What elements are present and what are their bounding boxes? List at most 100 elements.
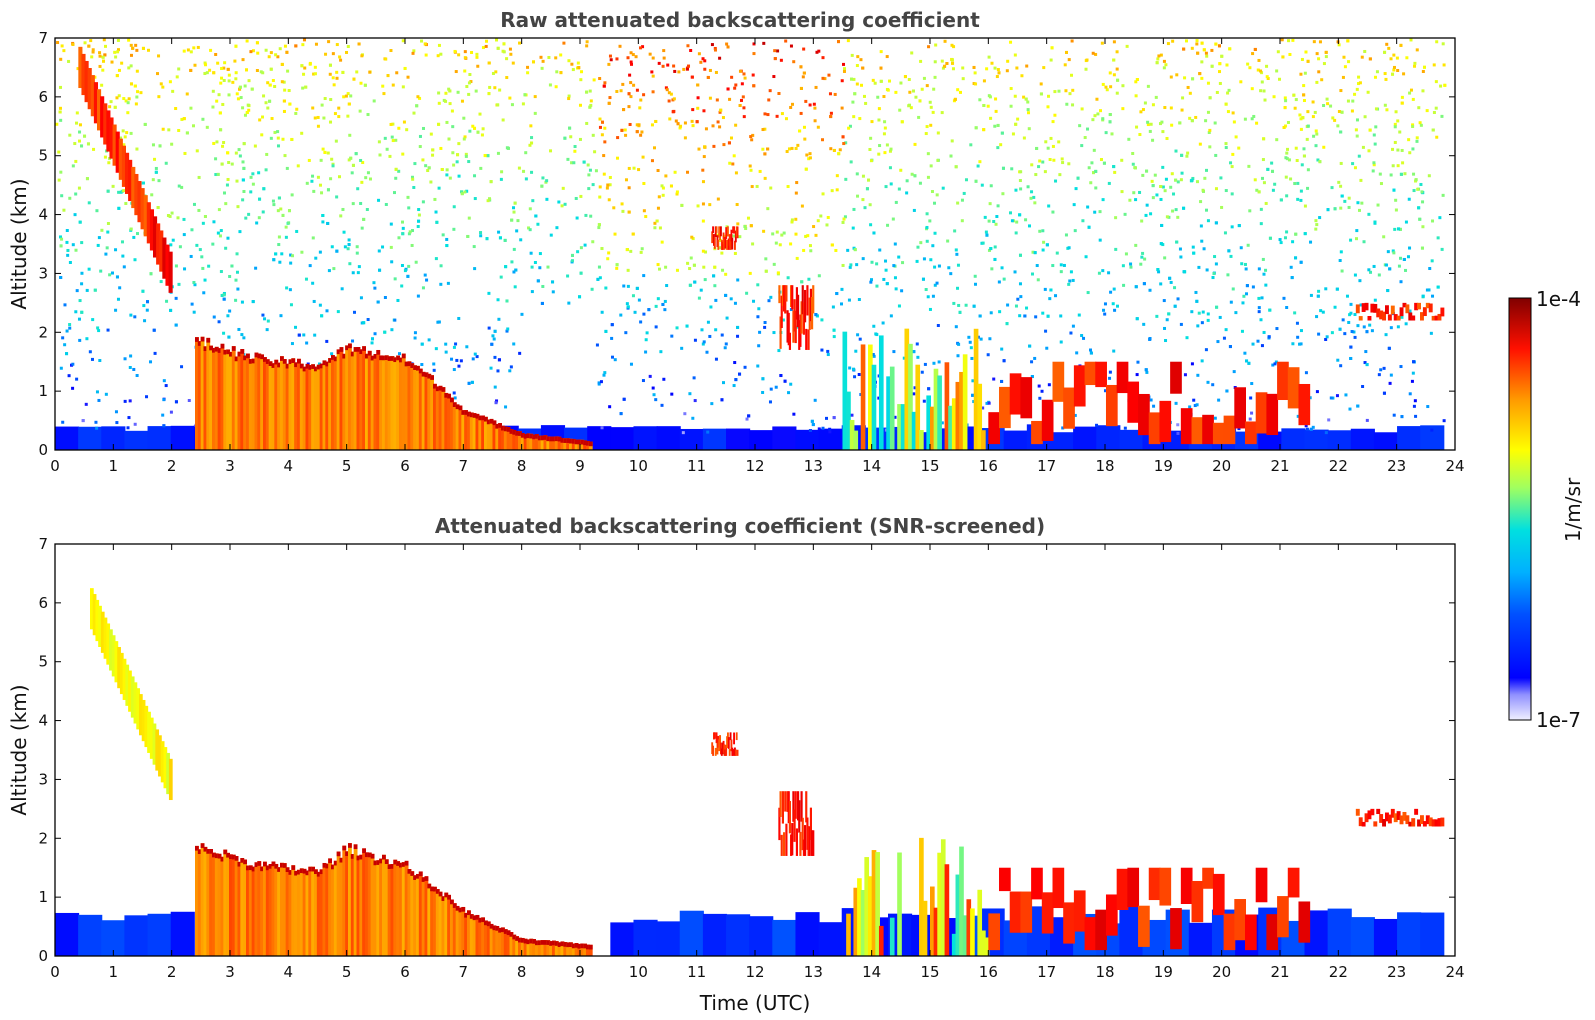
noise-pixel	[821, 426, 825, 430]
noise-pixel	[403, 269, 407, 273]
aerosol-layer-column	[441, 896, 446, 956]
noise-pixel	[677, 70, 681, 74]
aerosol-layer-column	[413, 365, 417, 450]
noise-pixel	[926, 152, 930, 156]
aerosol-layer-column	[353, 347, 358, 450]
layer-top-edge	[478, 917, 483, 923]
noise-pixel	[59, 85, 63, 89]
noise-pixel	[591, 240, 595, 244]
noise-pixel	[319, 158, 323, 162]
cloud-cell	[165, 244, 170, 286]
noise-pixel	[91, 50, 95, 54]
noise-pixel	[131, 46, 135, 50]
noise-pixel	[952, 45, 956, 49]
aerosol-layer-column	[475, 914, 480, 956]
convective-plume	[970, 908, 975, 956]
layer-top-edge	[280, 862, 284, 868]
noise-pixel	[773, 49, 777, 53]
noise-pixel	[191, 124, 195, 128]
noise-pixel	[1322, 62, 1326, 66]
cloud-cell	[715, 732, 718, 744]
noise-pixel	[297, 333, 301, 337]
noise-pixel	[493, 86, 497, 90]
aerosol-layer-column	[433, 886, 437, 956]
noise-pixel	[940, 59, 944, 63]
cloud-cell	[1425, 302, 1430, 309]
noise-pixel	[329, 98, 333, 102]
layer-top-edge	[268, 864, 273, 869]
noise-pixel	[604, 329, 608, 333]
aerosol-layer-column	[467, 411, 471, 450]
noise-pixel	[787, 147, 791, 151]
noise-pixel	[962, 191, 966, 195]
noise-pixel	[522, 169, 526, 173]
layer-top-edge	[263, 357, 267, 362]
noise-pixel	[463, 56, 467, 60]
noise-pixel	[911, 89, 915, 93]
convective-plume	[889, 366, 895, 450]
noise-pixel	[75, 111, 79, 115]
noise-pixel	[1077, 313, 1081, 317]
noise-pixel	[117, 206, 121, 210]
x-tick-label: 10	[629, 457, 648, 475]
noise-pixel	[1218, 315, 1222, 319]
noise-pixel	[1318, 160, 1322, 164]
layer-top-edge	[223, 349, 228, 355]
noise-pixel	[1327, 418, 1331, 422]
noise-pixel	[736, 334, 740, 338]
noise-pixel	[651, 56, 655, 60]
noise-pixel	[1225, 63, 1229, 67]
noise-pixel	[60, 44, 64, 48]
noise-pixel	[724, 342, 728, 346]
y-tick-label: 7	[38, 535, 48, 553]
noise-pixel	[802, 125, 806, 129]
cloud-cell	[1052, 867, 1065, 909]
noise-pixel	[234, 298, 238, 302]
noise-surface	[633, 426, 658, 450]
noise-pixel	[958, 310, 962, 314]
noise-pixel	[91, 318, 95, 322]
noise-pixel	[1182, 47, 1186, 51]
noise-pixel	[637, 298, 641, 302]
noise-pixel	[877, 396, 881, 400]
cloud-cell	[1379, 310, 1384, 320]
noise-pixel	[324, 52, 328, 56]
noise-pixel	[407, 206, 411, 210]
noise-pixel	[808, 429, 812, 433]
convective-plume	[889, 917, 895, 956]
noise-pixel	[1046, 314, 1050, 318]
noise-pixel	[1262, 181, 1266, 185]
noise-pixel	[151, 178, 155, 182]
noise-pixel	[1340, 269, 1344, 273]
aerosol-layer-column	[416, 365, 420, 450]
noise-pixel	[578, 295, 582, 299]
noise-pixel	[1220, 205, 1224, 209]
noise-pixel	[1061, 426, 1065, 430]
noise-pixel	[1214, 187, 1218, 191]
noise-pixel	[1208, 96, 1212, 100]
noise-pixel	[731, 162, 735, 166]
noise-pixel	[1182, 206, 1186, 210]
panel-screened-x-axis: 0 1 2 3 4 5 6 7 8 9 10 11 12 13 14 15 16 17 18 19 20 21 22 23 24	[50, 544, 1465, 981]
aerosol-layer-column	[512, 429, 517, 450]
noise-pixel	[767, 299, 771, 303]
noise-pixel	[651, 74, 655, 78]
noise-pixel	[177, 67, 181, 71]
noise-pixel	[821, 192, 825, 196]
noise-pixel	[85, 337, 89, 341]
noise-pixel	[1067, 58, 1071, 62]
noise-pixel	[972, 304, 976, 308]
cloud-cell	[1355, 304, 1360, 314]
noise-pixel	[1068, 92, 1072, 96]
noise-pixel	[1353, 92, 1357, 96]
cloud-cell	[98, 605, 102, 647]
layer-top-edge	[469, 914, 474, 919]
noise-pixel	[463, 69, 467, 73]
noise-pixel	[1237, 146, 1241, 150]
noise-pixel	[894, 287, 898, 291]
noise-surface	[749, 430, 774, 450]
aerosol-layer-column	[382, 854, 386, 956]
noise-pixel	[106, 328, 110, 332]
noise-pixel	[1341, 75, 1345, 79]
noise-pixel	[509, 365, 513, 369]
